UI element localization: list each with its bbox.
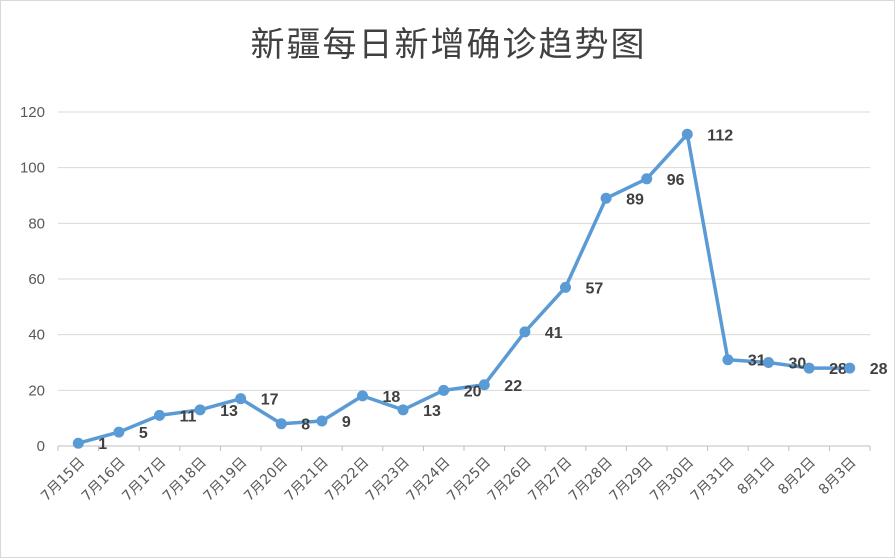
x-tick-label: 7月30日 — [647, 455, 697, 505]
chart-title: 新疆每日新增确诊趋势图 — [250, 25, 647, 65]
x-tick-label: 7月26日 — [485, 455, 535, 505]
y-tick-label: 60 — [28, 271, 45, 288]
data-point — [681, 128, 693, 140]
x-tick-label: 7月24日 — [404, 455, 454, 505]
data-label: 13 — [220, 403, 238, 420]
data-label: 30 — [789, 356, 807, 373]
data-point — [194, 404, 206, 416]
y-tick-label: 120 — [20, 104, 45, 121]
data-point — [844, 362, 856, 374]
x-tick-label: 7月20日 — [241, 455, 291, 505]
x-tick-label: 7月29日 — [607, 455, 657, 505]
data-point — [72, 437, 84, 449]
data-point — [154, 409, 165, 421]
data-label: 89 — [626, 191, 644, 208]
data-label: 22 — [504, 378, 522, 395]
x-tick-label: 7月28日 — [566, 455, 616, 505]
data-label: 57 — [586, 280, 604, 297]
data-point — [519, 326, 531, 338]
x-tick-label: 7月18日 — [160, 455, 210, 505]
data-point — [275, 418, 287, 430]
data-label: 28 — [870, 361, 888, 378]
y-tick-label: 40 — [28, 327, 45, 344]
data-point — [438, 384, 450, 396]
x-tick-label: 8月3日 — [816, 455, 860, 499]
data-point — [763, 357, 774, 368]
data-label: 20 — [464, 383, 482, 400]
x-tick-label: 7月27日 — [525, 455, 575, 505]
data-label: 28 — [829, 361, 847, 378]
data-label: 9 — [342, 414, 351, 431]
data-label: 8 — [301, 417, 310, 434]
data-point — [357, 390, 368, 402]
x-tick-label: 7月22日 — [322, 455, 372, 505]
data-label: 96 — [667, 172, 685, 189]
data-point — [397, 404, 409, 416]
data-label: 17 — [261, 392, 279, 409]
data-point — [235, 393, 247, 405]
x-tick-label: 7月16日 — [79, 455, 129, 505]
data-point — [316, 415, 328, 427]
x-tick-label: 7月21日 — [282, 455, 332, 505]
data-label: 41 — [545, 325, 563, 342]
y-tick-label: 100 — [20, 160, 45, 177]
x-tick-label: 7月19日 — [201, 455, 251, 505]
data-point — [478, 379, 490, 391]
data-label: 18 — [383, 389, 401, 406]
data-label: 112 — [707, 127, 733, 144]
data-label: 31 — [748, 353, 766, 370]
y-tick-label: 20 — [28, 382, 45, 399]
data-point — [803, 362, 815, 374]
data-label: 11 — [180, 408, 197, 425]
data-point — [600, 192, 612, 204]
data-point — [113, 426, 125, 438]
data-point — [722, 354, 734, 366]
x-tick-label: 7月15日 — [38, 455, 88, 505]
data-label: 5 — [139, 425, 148, 442]
x-tick-label: 8月2日 — [775, 455, 819, 499]
y-tick-label: 0 — [37, 438, 45, 455]
x-tick-label: 7月23日 — [363, 455, 413, 505]
x-tick-label: 7月25日 — [444, 455, 494, 505]
x-tick-label: 7月31日 — [688, 455, 738, 505]
series-line — [77, 132, 850, 445]
data-label: 13 — [423, 403, 441, 420]
data-point — [560, 281, 571, 293]
x-tick-label: 8月1日 — [735, 455, 779, 499]
x-tick-label: 7月17日 — [119, 455, 169, 505]
data-label: 1 — [98, 436, 107, 453]
y-tick-label: 80 — [28, 215, 45, 232]
data-point — [641, 173, 653, 185]
